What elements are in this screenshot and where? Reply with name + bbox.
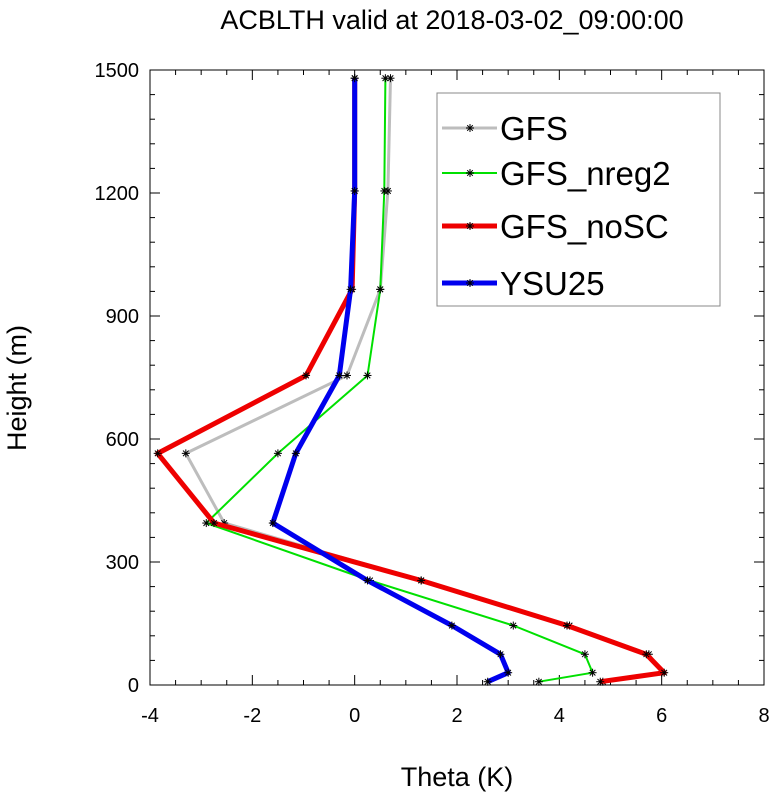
series-gfs-nosc-marker — [563, 621, 572, 630]
series-ysu25-marker — [483, 677, 492, 686]
x-tick-label: 6 — [656, 705, 667, 727]
series-gfs-nreg2-marker — [588, 668, 597, 677]
legend-marker — [466, 279, 474, 287]
y-tick-label: 1500 — [95, 60, 140, 82]
axis-ticks: -4 -2 0 2 4 6 8 0 300 600 900 1200 1500 — [95, 60, 770, 727]
series-gfs-nreg2 — [202, 74, 597, 686]
series-ysu25-marker — [363, 576, 372, 585]
legend-item-ysu25: YSU25 — [442, 265, 605, 302]
x-tick-label: 8 — [758, 705, 769, 727]
series-ysu25-marker — [350, 186, 359, 195]
series-gfs-nreg2-marker — [273, 449, 282, 458]
series-gfs-nosc-marker — [209, 519, 218, 528]
legend-item-gfs-nreg2: GFS_nreg2 — [442, 155, 671, 192]
series-ysu25 — [268, 74, 513, 686]
series-gfs-marker — [342, 371, 351, 380]
series-ysu25-marker — [447, 621, 456, 630]
series-gfs-nreg2-marker — [534, 677, 543, 686]
series-ysu25-marker — [291, 449, 300, 458]
y-tick-label: 0 — [128, 675, 139, 697]
legend-marker — [466, 222, 474, 230]
x-axis-label: Theta (K) — [401, 762, 514, 792]
series-gfs-nreg2-marker — [363, 371, 372, 380]
legend-item-gfs: GFS — [442, 110, 568, 147]
y-axis-label: Height (m) — [2, 325, 32, 451]
series-gfs-nreg2-marker — [376, 285, 385, 294]
series-gfs-nreg2-marker — [580, 650, 589, 659]
legend-label: GFS_noSC — [500, 208, 669, 245]
series-gfs-marker — [181, 449, 190, 458]
series-ysu25-marker — [346, 285, 355, 294]
series-gfs-nreg2-marker — [380, 186, 389, 195]
series-layer — [153, 74, 669, 686]
series-gfs-nosc-marker — [660, 668, 669, 677]
y-tick-label: 900 — [106, 306, 139, 328]
x-tick-label: 0 — [349, 705, 360, 727]
series-gfs-nreg2-marker — [381, 74, 390, 83]
legend-label: GFS — [500, 110, 568, 147]
legend-label: GFS_nreg2 — [500, 155, 671, 192]
legend: GFS GFS_nreg2 GFS_noSC YSU25 — [436, 92, 721, 307]
legend-marker — [466, 169, 474, 177]
series-ysu25-marker — [268, 519, 277, 528]
x-tick-label: -2 — [243, 705, 261, 727]
series-gfs-nreg2-marker — [509, 621, 518, 630]
legend-label: YSU25 — [500, 265, 605, 302]
series-gfs-nosc-marker — [596, 677, 605, 686]
x-tick-label: -4 — [141, 705, 159, 727]
series-gfs-nreg2-marker — [202, 519, 211, 528]
series-gfs-nosc-marker — [153, 449, 162, 458]
x-tick-label: 4 — [554, 705, 565, 727]
y-tick-label: 600 — [106, 429, 139, 451]
series-ysu25-marker — [350, 74, 359, 83]
chart-title: ACBLTH valid at 2018-03-02_09:00:00 — [220, 5, 683, 35]
series-gfs-nosc-marker — [302, 371, 311, 380]
series-ysu25-marker — [504, 668, 513, 677]
legend-marker — [466, 124, 474, 132]
series-gfs-nosc-marker — [417, 576, 426, 585]
x-tick-label: 2 — [451, 705, 462, 727]
y-tick-label: 1200 — [95, 183, 140, 205]
legend-item-gfs-nosc: GFS_noSC — [442, 208, 669, 245]
y-tick-label: 300 — [106, 552, 139, 574]
series-ysu25-marker — [335, 371, 344, 380]
series-gfs-nosc-marker — [642, 650, 651, 659]
series-ysu25-marker — [496, 650, 505, 659]
